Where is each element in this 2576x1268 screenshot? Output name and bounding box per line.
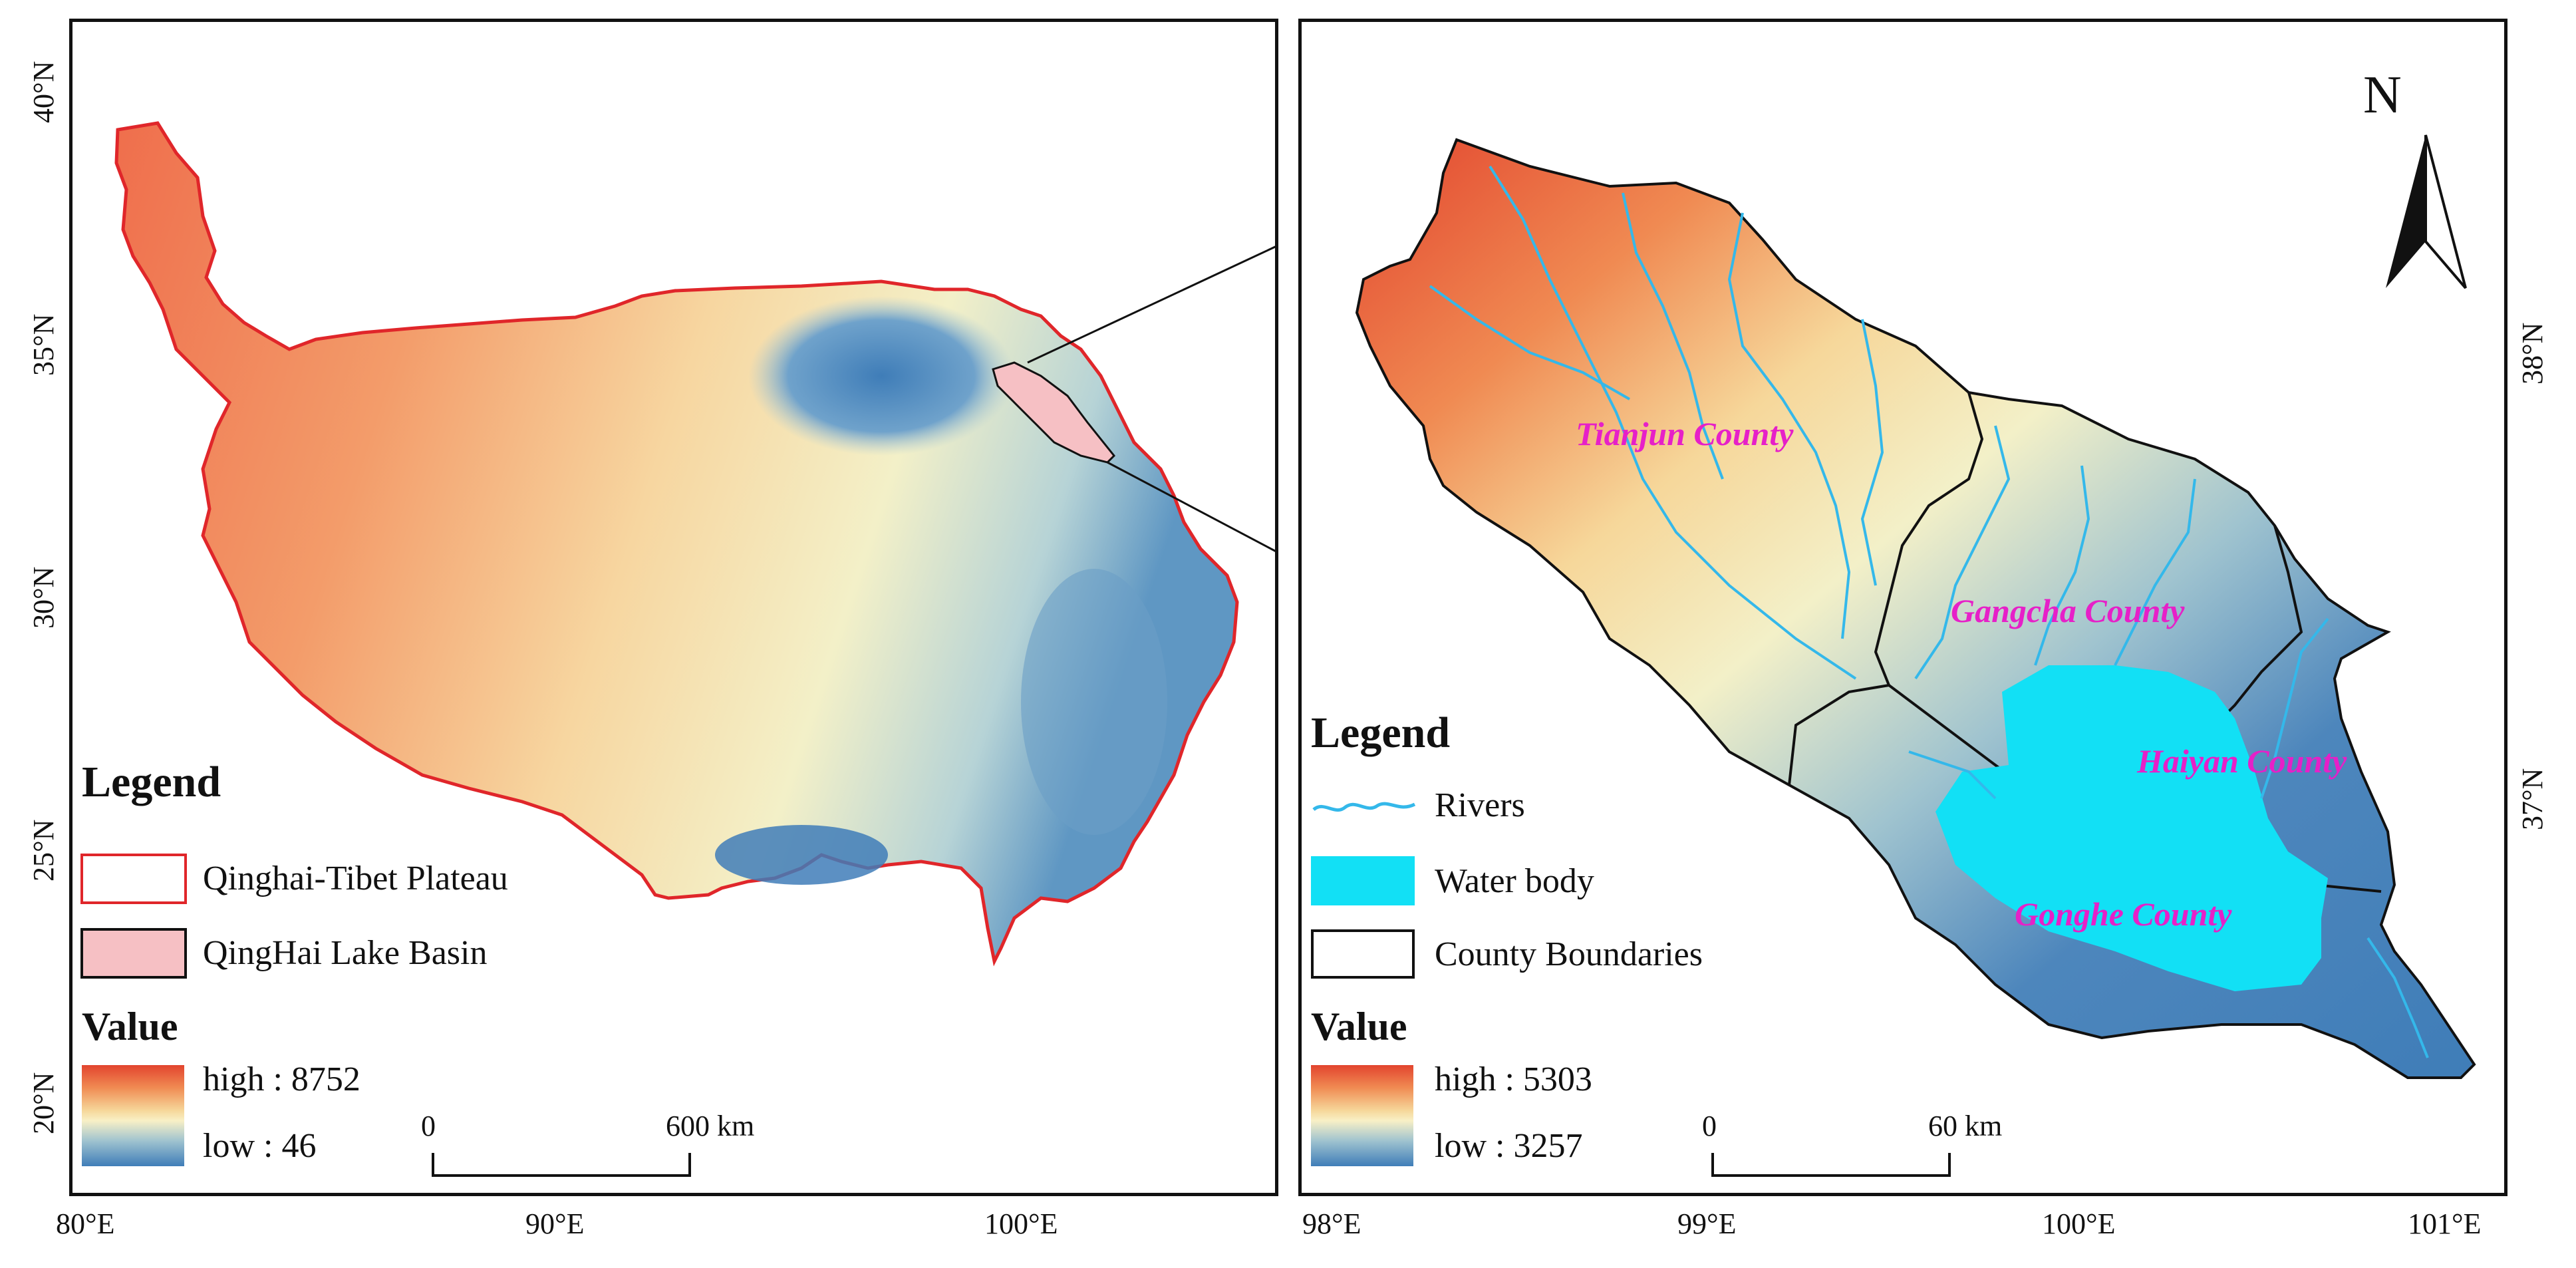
county-label-gonghe: Gonghe County [2015, 895, 2232, 933]
north-arrow-icon [2386, 134, 2467, 289]
left-x-tick: 100°E [984, 1207, 1058, 1240]
county-boundary-swatch [1311, 929, 1415, 979]
left-x-tick: 80°E [56, 1207, 115, 1240]
elevation-ramp [82, 1065, 184, 1166]
county-label-tianjun: Tianjun County [1576, 415, 1794, 452]
north-arrow-label: N [2363, 66, 2402, 124]
legend-title: Legend [82, 758, 221, 806]
left-x-tick: 90°E [525, 1207, 585, 1240]
rivers [1429, 165, 2429, 1058]
rivers-swatch [1312, 802, 1416, 812]
scalebar [1711, 1153, 1951, 1177]
scalebar-end: 60 km [1928, 1110, 2003, 1142]
connector-line [1027, 245, 1275, 364]
hengduan-valleys [1021, 569, 1167, 835]
legend-label: Rivers [1435, 786, 1525, 824]
left-y-tick: 30°N [27, 566, 60, 629]
value-high: high : 5303 [1435, 1060, 1592, 1098]
county-label-haiyan: Haiyan County [2137, 742, 2347, 780]
connector-line [1107, 461, 1275, 552]
legend-label: Water body [1435, 862, 1594, 900]
value-low: low : 3257 [1435, 1127, 1583, 1165]
county-label-gangcha: Gangcha County [1951, 592, 2185, 629]
plateau-swatch [80, 854, 187, 904]
plateau-map [114, 121, 1275, 967]
qaidam-basin [748, 296, 1014, 456]
right-y-tick: 37°N [2516, 768, 2549, 830]
qinghai-tibet-plateau-outline [114, 121, 1239, 967]
right-x-tick: 98°E [1302, 1207, 1361, 1240]
qinghai-lake [1935, 665, 2328, 991]
left-map-frame: Legend Qinghai-Tibet Plateau QingHai Lak… [69, 19, 1278, 1196]
county-boundary [1788, 392, 1984, 786]
right-x-tick: 100°E [2042, 1207, 2116, 1240]
scalebar-start: 0 [1702, 1110, 1717, 1142]
right-x-tick: 101°E [2408, 1207, 2482, 1240]
scalebar [432, 1153, 691, 1177]
left-y-tick: 35°N [27, 313, 60, 376]
southeast-lowland [715, 825, 888, 885]
left-y-tick: 40°N [27, 61, 60, 123]
value-title: Value [82, 1005, 178, 1048]
value-high: high : 8752 [203, 1060, 360, 1098]
lake-basin-swatch [80, 928, 187, 979]
legend-title: Legend [1311, 709, 1451, 757]
legend-label: Qinghai-Tibet Plateau [203, 860, 508, 897]
value-title: Value [1311, 1005, 1407, 1048]
scalebar-end: 600 km [666, 1110, 755, 1142]
water-body-swatch [1311, 856, 1415, 905]
left-y-tick: 25°N [27, 819, 60, 881]
basin-map [1355, 138, 2476, 1079]
right-y-tick: 38°N [2516, 322, 2549, 385]
legend-label: QingHai Lake Basin [203, 934, 488, 972]
right-map-frame: Tianjun County Gangcha County Haiyan Cou… [1298, 19, 2507, 1196]
scalebar-start: 0 [421, 1110, 436, 1142]
elevation-ramp [1311, 1065, 1413, 1166]
legend-label: County Boundaries [1435, 935, 1703, 973]
value-low: low : 46 [203, 1127, 317, 1165]
right-x-tick: 99°E [1677, 1207, 1737, 1240]
left-y-tick: 20°N [27, 1072, 60, 1134]
